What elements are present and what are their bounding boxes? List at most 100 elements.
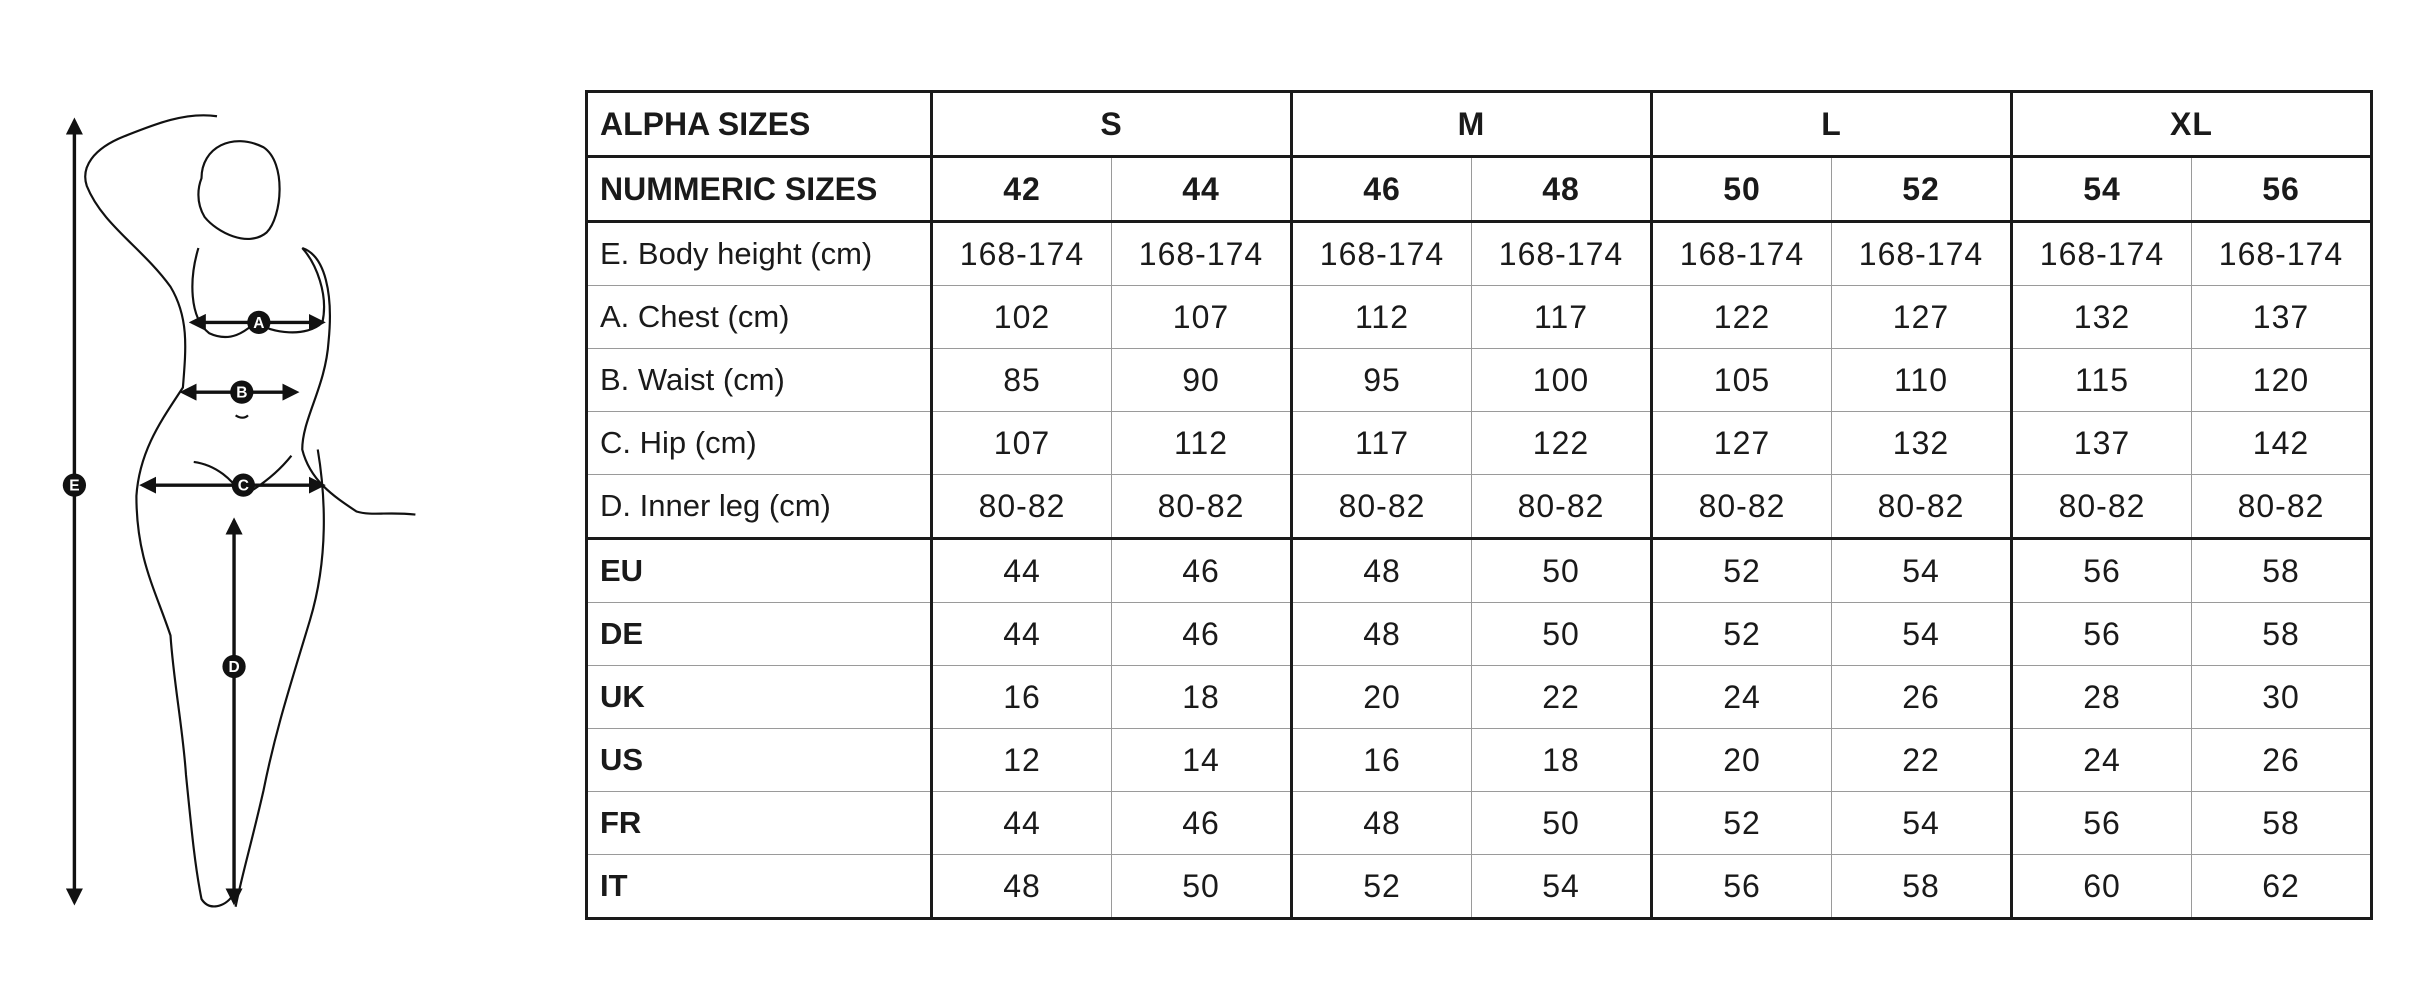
alpha-size-header: M [1290, 91, 1653, 158]
svg-text:C: C [238, 478, 249, 495]
marker-c: C [231, 473, 255, 497]
table-cell: 168-174 [2191, 221, 2372, 286]
row-label: NUMMERIC SIZES [586, 156, 933, 223]
table-cell: 115 [2010, 348, 2192, 412]
table-cell: 44 [930, 791, 1112, 855]
table-row: D. Inner leg (cm) 80-82 80-82 80-82 80-82 80-… [586, 474, 2372, 540]
table-cell: 112 [1111, 411, 1292, 475]
numeric-size-header: 44 [1111, 156, 1292, 223]
table-cell: 80-82 [930, 474, 1112, 540]
body-measurement-figure: A B C D E [62, 114, 416, 908]
table-cell: 58 [1831, 854, 2012, 919]
row-label: DE [586, 602, 933, 666]
table-cell: 14 [1111, 728, 1292, 792]
table-cell: 80-82 [2010, 474, 2192, 540]
table-row: E. Body height (cm) 168-174 168-174 168-174… [586, 221, 2372, 286]
table-cell: 168-174 [1471, 221, 1652, 286]
table-cell: 132 [2010, 285, 2192, 349]
table-cell: 48 [1290, 602, 1472, 666]
table-cell: 18 [1471, 728, 1652, 792]
row-label: EU [586, 538, 933, 603]
table-cell: 52 [1650, 791, 1832, 855]
table-cell: 168-174 [1111, 221, 1292, 286]
table-cell: 168-174 [2010, 221, 2192, 286]
table-cell: 80-82 [2191, 474, 2372, 540]
row-label: A. Chest (cm) [586, 285, 933, 349]
table-cell: 58 [2191, 602, 2372, 666]
numeric-size-header: 50 [1650, 156, 1832, 223]
row-label: US [586, 728, 933, 792]
table-cell: 168-174 [1290, 221, 1472, 286]
table-cell: 48 [1290, 791, 1472, 855]
table-cell: 46 [1111, 602, 1292, 666]
row-label: B. Waist (cm) [586, 348, 933, 412]
table-cell: 56 [1650, 854, 1832, 919]
row-label: D. Inner leg (cm) [586, 474, 933, 540]
table-cell: 12 [930, 728, 1112, 792]
table-cell: 52 [1290, 854, 1472, 919]
table-cell: 50 [1111, 854, 1292, 919]
table-row: EU 44 46 48 50 52 54 56 58 [586, 538, 2372, 603]
table-cell: 46 [1111, 538, 1292, 603]
svg-text:A: A [253, 315, 264, 332]
numeric-size-header: 48 [1471, 156, 1652, 223]
table-cell: 80-82 [1831, 474, 2012, 540]
svg-text:D: D [228, 659, 239, 676]
table-cell: 56 [2010, 538, 2192, 603]
table-cell: 30 [2191, 665, 2372, 729]
alpha-size-header: L [1650, 91, 2013, 158]
table-cell: 50 [1471, 791, 1652, 855]
table-cell: 46 [1111, 791, 1292, 855]
table-cell: 52 [1650, 538, 1832, 603]
marker-a: A [247, 310, 271, 335]
table-cell: 44 [930, 602, 1112, 666]
numeric-size-header: 54 [2010, 156, 2192, 223]
table-cell: 22 [1831, 728, 2012, 792]
table-cell: 54 [1831, 791, 2012, 855]
table-cell: 105 [1650, 348, 1832, 412]
table-cell: 44 [930, 538, 1112, 603]
alpha-size-header: XL [2010, 91, 2373, 158]
table-cell: 28 [2010, 665, 2192, 729]
table-cell: 16 [930, 665, 1112, 729]
table-cell: 56 [2010, 791, 2192, 855]
table-cell: 62 [2191, 854, 2372, 919]
table-cell: 54 [1471, 854, 1652, 919]
table-row: C. Hip (cm) 107 112 117 122 127 132 137 142 [586, 411, 2372, 475]
table-cell: 112 [1290, 285, 1472, 349]
table-row: DE 44 46 48 50 52 54 56 58 [586, 602, 2372, 666]
table-cell: 122 [1471, 411, 1652, 475]
alpha-size-header: S [930, 91, 1293, 158]
table-cell: 100 [1471, 348, 1652, 412]
table-cell: 102 [930, 285, 1112, 349]
table-cell: 107 [1111, 285, 1292, 349]
table-cell: 56 [2010, 602, 2192, 666]
table-cell: 132 [1831, 411, 2012, 475]
numeric-size-header: 42 [930, 156, 1112, 223]
marker-e: E [62, 473, 87, 497]
table-cell: 22 [1471, 665, 1652, 729]
row-label: C. Hip (cm) [586, 411, 933, 475]
measurement-markers: A B C D E [62, 310, 271, 679]
table-cell: 80-82 [1290, 474, 1472, 540]
table-cell: 120 [2191, 348, 2372, 412]
table-cell: 137 [2010, 411, 2192, 475]
table-cell: 52 [1650, 602, 1832, 666]
table-cell: 48 [930, 854, 1112, 919]
table-cell: 58 [2191, 538, 2372, 603]
table-cell: 127 [1831, 285, 2012, 349]
svg-text:E: E [69, 478, 79, 495]
marker-b: B [230, 380, 254, 404]
table-cell: 95 [1290, 348, 1472, 412]
row-label: ALPHA SIZES [586, 91, 933, 158]
table-row: B. Waist (cm) 85 90 95 100 105 110 115 120 [586, 348, 2372, 412]
table-cell: 58 [2191, 791, 2372, 855]
table-row: FR 44 46 48 50 52 54 56 58 [586, 791, 2372, 855]
table-cell: 24 [2010, 728, 2192, 792]
row-label: FR [586, 791, 933, 855]
table-row: A. Chest (cm) 102 107 112 117 122 127 132 137 [586, 285, 2372, 349]
numeric-size-header: 46 [1290, 156, 1472, 223]
row-label: UK [586, 665, 933, 729]
table-cell: 117 [1290, 411, 1472, 475]
table-cell: 26 [2191, 728, 2372, 792]
